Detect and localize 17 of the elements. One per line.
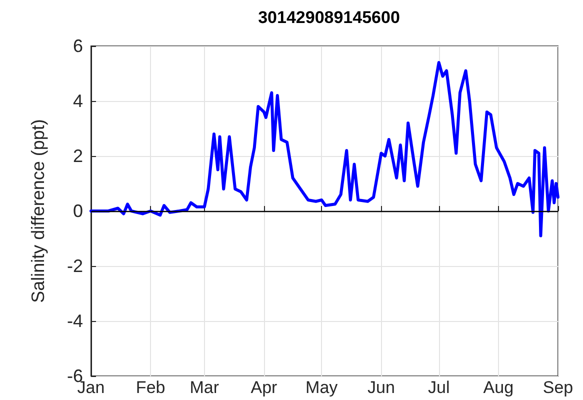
x-tick-label: Sep — [542, 378, 574, 397]
chart-title: 301429089145600 — [258, 8, 400, 27]
y-tick-label: 4 — [72, 91, 83, 111]
y-tick-label: -2 — [66, 256, 83, 276]
x-tick-label: May — [306, 378, 338, 397]
x-tick-label: Apr — [250, 378, 278, 397]
x-tick-label: Jun — [367, 378, 395, 397]
x-tick-label: Jul — [428, 378, 450, 397]
x-tick-label: Aug — [483, 378, 514, 397]
x-tick-label: Feb — [136, 378, 166, 397]
y-tick-label: -4 — [66, 311, 83, 331]
y-tick-label: -6 — [66, 366, 83, 386]
x-tick-label: Mar — [190, 378, 220, 397]
y-tick-label: 0 — [72, 201, 83, 221]
y-axis-title: Salinity difference (ppt) — [28, 119, 48, 303]
y-tick-label: 2 — [72, 146, 83, 166]
y-tick-label: 6 — [72, 36, 83, 56]
